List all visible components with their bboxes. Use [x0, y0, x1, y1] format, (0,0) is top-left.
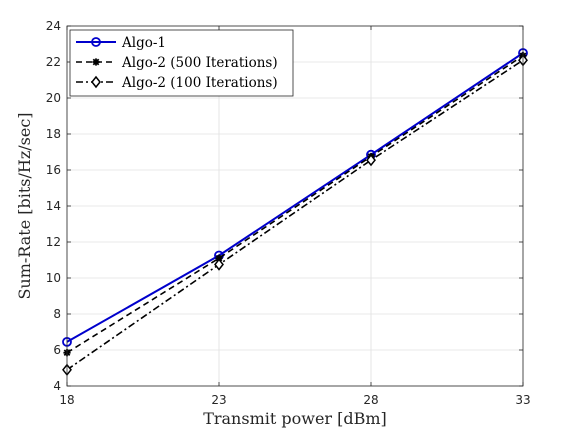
y-tick-label: 24: [46, 19, 61, 33]
x-tick-label: 23: [211, 393, 226, 407]
series-line-0: [66, 52, 524, 343]
y-tick-label: 4: [53, 379, 61, 393]
series-line-1: [66, 55, 524, 354]
series-line-2: [66, 59, 524, 371]
x-tick-label: 33: [515, 393, 530, 407]
x-tick-label: 28: [363, 393, 378, 407]
legend-label-1: Algo-2 (500 Iterations): [121, 55, 278, 71]
x-tick-label: 18: [59, 393, 74, 407]
y-tick-label: 8: [53, 307, 61, 321]
y-tick-label: 20: [46, 91, 61, 105]
plot-frame: [66, 25, 524, 387]
legend: Algo-1 Algo-2 (500 Iterations) Algo-2 (100…: [69, 29, 294, 97]
legend-marker-0: [91, 37, 101, 47]
y-tick-label: 18: [46, 127, 61, 141]
x-axis-label: Transmit power [dBm]: [203, 409, 387, 428]
y-tick-label: 6: [53, 343, 61, 357]
y-tick-label: 12: [46, 235, 61, 249]
y-tick-label: 22: [46, 55, 61, 69]
legend-marker-2: [91, 75, 101, 89]
legend-label-0: Algo-1: [121, 35, 166, 51]
y-axis-label: Sum-Rate [bits/Hz/sec]: [15, 112, 34, 299]
legend-label-2: Algo-2 (100 Iterations): [121, 75, 278, 91]
y-tick-label: 16: [46, 163, 61, 177]
data-point-2: [366, 153, 376, 167]
y-tick-label: 14: [46, 199, 61, 213]
data-point-2: [214, 258, 224, 271]
legend-marker-1: [92, 58, 100, 66]
y-tick-label: 10: [46, 271, 61, 285]
axis-ticks: 4 6 8 10 12 14 16 18 20 22 24 18 23 28 33: [46, 19, 531, 407]
